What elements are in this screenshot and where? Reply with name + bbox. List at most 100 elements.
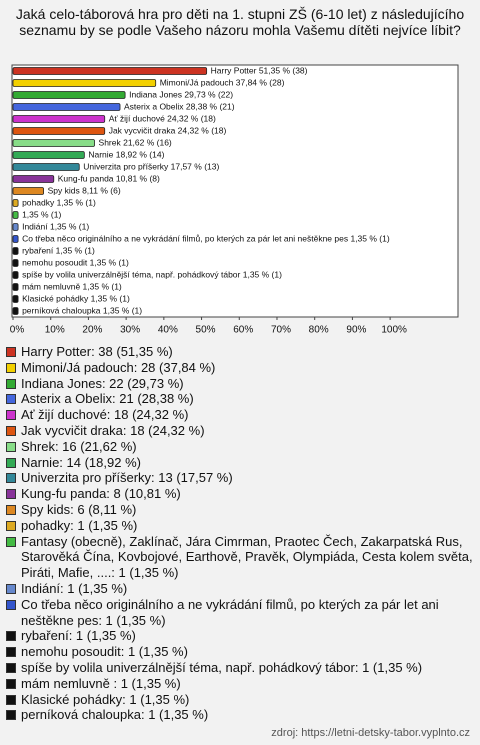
- bar: [12, 187, 44, 195]
- legend-swatch: [6, 378, 16, 389]
- legend-swatch: [6, 362, 16, 373]
- legend-item: Ať žijí duchové: 18 (24,32 %): [6, 407, 474, 423]
- x-tick-label: 50%: [196, 325, 216, 336]
- legend-label: Harry Potter: 38 (51,35 %): [21, 344, 173, 359]
- bar: [12, 199, 19, 207]
- legend-label: Indiana Jones: 22 (29,73 %): [21, 375, 184, 391]
- legend-label: rybaření: 1 (1,35 %): [21, 628, 136, 644]
- legend-item: Indiana Jones: 22 (29,73 %): [6, 376, 474, 392]
- legend-label: Ať žijí duchové: 18 (24,32 %): [21, 407, 189, 423]
- legend-swatch: [6, 441, 16, 452]
- legend-swatch: [6, 647, 16, 658]
- legend-item: mám nemluvně : 1 (1,35 %): [6, 676, 474, 692]
- legend-label: nemohu posoudit: 1 (1,35 %): [21, 644, 188, 660]
- bar: [12, 175, 55, 183]
- x-tick-label: 90%: [346, 325, 366, 336]
- bar: [12, 127, 106, 135]
- legend-label: Indiání: 1 (1,35 %): [21, 580, 128, 596]
- legend-item: Narnie: 14 (18,92 %): [6, 455, 474, 471]
- bar: [12, 211, 19, 219]
- legend-item: Kung-fu panda: 8 (10,81 %): [6, 486, 474, 502]
- legend-label: mám nemluvně : 1 (1,35 %): [21, 675, 181, 691]
- data-label: nemohu posoudit 1,35 % (1): [22, 257, 129, 267]
- chart-title: Jaká celo-táborová hra pro děti na 1. st…: [15, 6, 465, 38]
- bar: [12, 139, 95, 147]
- legend-item: Mimoni/Já padouch: 28 (37,84 %): [6, 360, 474, 376]
- legend-label: Mimoni/Já padouch: 28 (37,84 %): [21, 359, 216, 375]
- legend-label: perníková chaloupka: 1 (1,35 %): [21, 707, 209, 723]
- legend-label: Univerzita pro příšerky: 13 (17,57 %): [21, 470, 233, 486]
- legend-item: Klasické pohádky: 1 (1,35 %): [6, 692, 474, 708]
- data-label: pohadky 1,35 % (1): [22, 197, 96, 207]
- legend-label: pohadky: 1 (1,35 %): [21, 517, 138, 533]
- legend-item: Univerzita pro příšerky: 13 (17,57 %): [6, 470, 474, 486]
- legend-swatch: [6, 694, 16, 705]
- x-tick-label: 80%: [309, 325, 329, 336]
- bar: [12, 115, 106, 123]
- bar: [12, 259, 19, 267]
- legend-item: pohadky: 1 (1,35 %): [6, 518, 474, 534]
- bar: [12, 247, 19, 255]
- legend-swatch: [6, 425, 16, 436]
- data-label: Indiání 1,35 % (1): [22, 221, 89, 231]
- bar: [12, 283, 19, 291]
- x-tick-label: 40%: [158, 325, 178, 336]
- legend-label: Klasické pohádky: 1 (1,35 %): [21, 691, 190, 707]
- data-label: Co třeba něco originálního a ne vykrádán…: [22, 233, 390, 243]
- legend-swatch: [6, 583, 16, 594]
- legend-item: Harry Potter: 38 (51,35 %): [6, 344, 474, 360]
- bar: [12, 271, 19, 279]
- source: zdroj: https://letni-detsky-tabor.vyplnt…: [271, 727, 470, 739]
- data-label: spíše by volila univerzálnější téma, nap…: [22, 269, 282, 279]
- legend-item: Indiání: 1 (1,35 %): [6, 581, 474, 597]
- legend-swatch: [6, 473, 16, 484]
- legend-swatch: [6, 457, 16, 468]
- legend-label: spíše by volila univerzálnější téma, nap…: [21, 659, 423, 675]
- legend-label: Shrek: 16 (21,62 %): [21, 438, 137, 454]
- legend-item: Spy kids: 6 (8,11 %): [6, 502, 474, 518]
- bar: [12, 295, 19, 303]
- legend-swatch: [6, 347, 16, 357]
- bar: [12, 235, 19, 243]
- legend-swatch: [6, 710, 16, 721]
- legend-item: nemohu posoudit: 1 (1,35 %): [6, 644, 474, 660]
- legend-item: perníková chaloupka: 1 (1,35 %): [6, 707, 474, 723]
- data-label: 1,35 % (1): [22, 209, 61, 219]
- x-tick-label: 100%: [381, 325, 407, 336]
- legend: Harry Potter: 38 (51,35 %) Mimoni/Já pado…: [6, 344, 474, 723]
- data-label: Harry Potter 51,35 % (38): [211, 65, 308, 75]
- legend-swatch: [6, 536, 16, 547]
- data-label: perníková chaloupka 1,35 % (1): [22, 305, 142, 315]
- data-label: Shrek 21,62 % (16): [99, 137, 172, 147]
- legend-label: Fantasy (obecně), Zaklínač, Jára Cimrman…: [21, 533, 473, 581]
- legend-item: rybaření: 1 (1,35 %): [6, 628, 474, 644]
- bar: [12, 151, 85, 159]
- legend-swatch: [6, 599, 16, 610]
- data-label: Klasické pohádky 1,35 % (1): [22, 293, 130, 303]
- legend-item: Jak vycvičit draka: 18 (24,32 %): [6, 423, 474, 439]
- data-label: Asterix a Obelix 28,38 % (21): [124, 101, 235, 111]
- bar: [12, 91, 126, 99]
- data-label: Kung-fu panda 10,81 % (8): [58, 173, 160, 183]
- legend-label: Kung-fu panda: 8 (10,81 %): [21, 486, 181, 502]
- legend-item: Fantasy (obecně), Zaklínač, Jára Cimrman…: [6, 534, 474, 581]
- data-label: Indiana Jones 29,73 % (22): [129, 89, 233, 99]
- data-label: Mimoni/Já padouch 37,84 % (28): [160, 77, 285, 87]
- x-tick-label: 0%: [10, 325, 25, 336]
- legend-label: Jak vycvičit draka: 18 (24,32 %): [21, 422, 205, 438]
- legend-item: Shrek: 16 (21,62 %): [6, 439, 474, 455]
- data-label: Univerzita pro příšerky 17,57 % (13): [83, 161, 219, 171]
- legend-swatch: [6, 662, 16, 673]
- legend-item: Asterix a Obelix: 21 (28,38 %): [6, 391, 474, 407]
- x-tick-label: 20%: [82, 325, 102, 336]
- legend-swatch: [6, 504, 16, 515]
- x-tick-label: 10%: [45, 325, 65, 336]
- legend-label: Asterix a Obelix: 21 (28,38 %): [21, 391, 194, 407]
- legend-label: Co třeba něco originálního a ne vykrádán…: [21, 596, 439, 628]
- bar: [12, 67, 208, 75]
- legend-label: Spy kids: 6 (8,11 %): [21, 501, 137, 517]
- data-label: Ať žijí duchové 24,32 % (18): [109, 113, 216, 123]
- data-label: Jak vycvičit draka 24,32 % (18): [109, 125, 227, 135]
- x-tick-label: 70%: [271, 325, 291, 336]
